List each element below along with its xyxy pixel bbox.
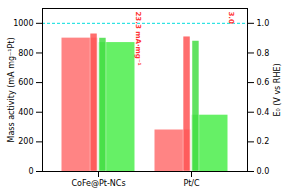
svg-text:0: 0 [28,167,33,176]
svg-text:400: 400 [18,108,33,117]
svg-text:Mass activity (mA mg⁻¹Pt): Mass activity (mA mg⁻¹Pt) [7,37,16,142]
svg-text:0.6: 0.6 [257,78,270,87]
svg-text:0.4: 0.4 [257,108,270,117]
svg-text:3.0: 3.0 [227,12,235,25]
svg-text:CoFe@Pt-NCs: CoFe@Pt-NCs [71,179,125,188]
svg-text:23.3 mA·mg⁻¹: 23.3 mA·mg⁻¹ [134,12,142,66]
svg-text:Pt/C: Pt/C [183,179,200,188]
svg-text:1000: 1000 [13,19,33,28]
svg-text:200: 200 [18,137,33,146]
svg-text:E₀ (V vs RHE): E₀ (V vs RHE) [273,63,282,116]
svg-text:0.2: 0.2 [257,137,270,146]
svg-text:600: 600 [18,78,33,87]
svg-text:1.0: 1.0 [257,19,270,28]
svg-text:0.8: 0.8 [257,49,270,58]
svg-text:0.0: 0.0 [257,167,270,176]
svg-text:800: 800 [18,49,33,58]
